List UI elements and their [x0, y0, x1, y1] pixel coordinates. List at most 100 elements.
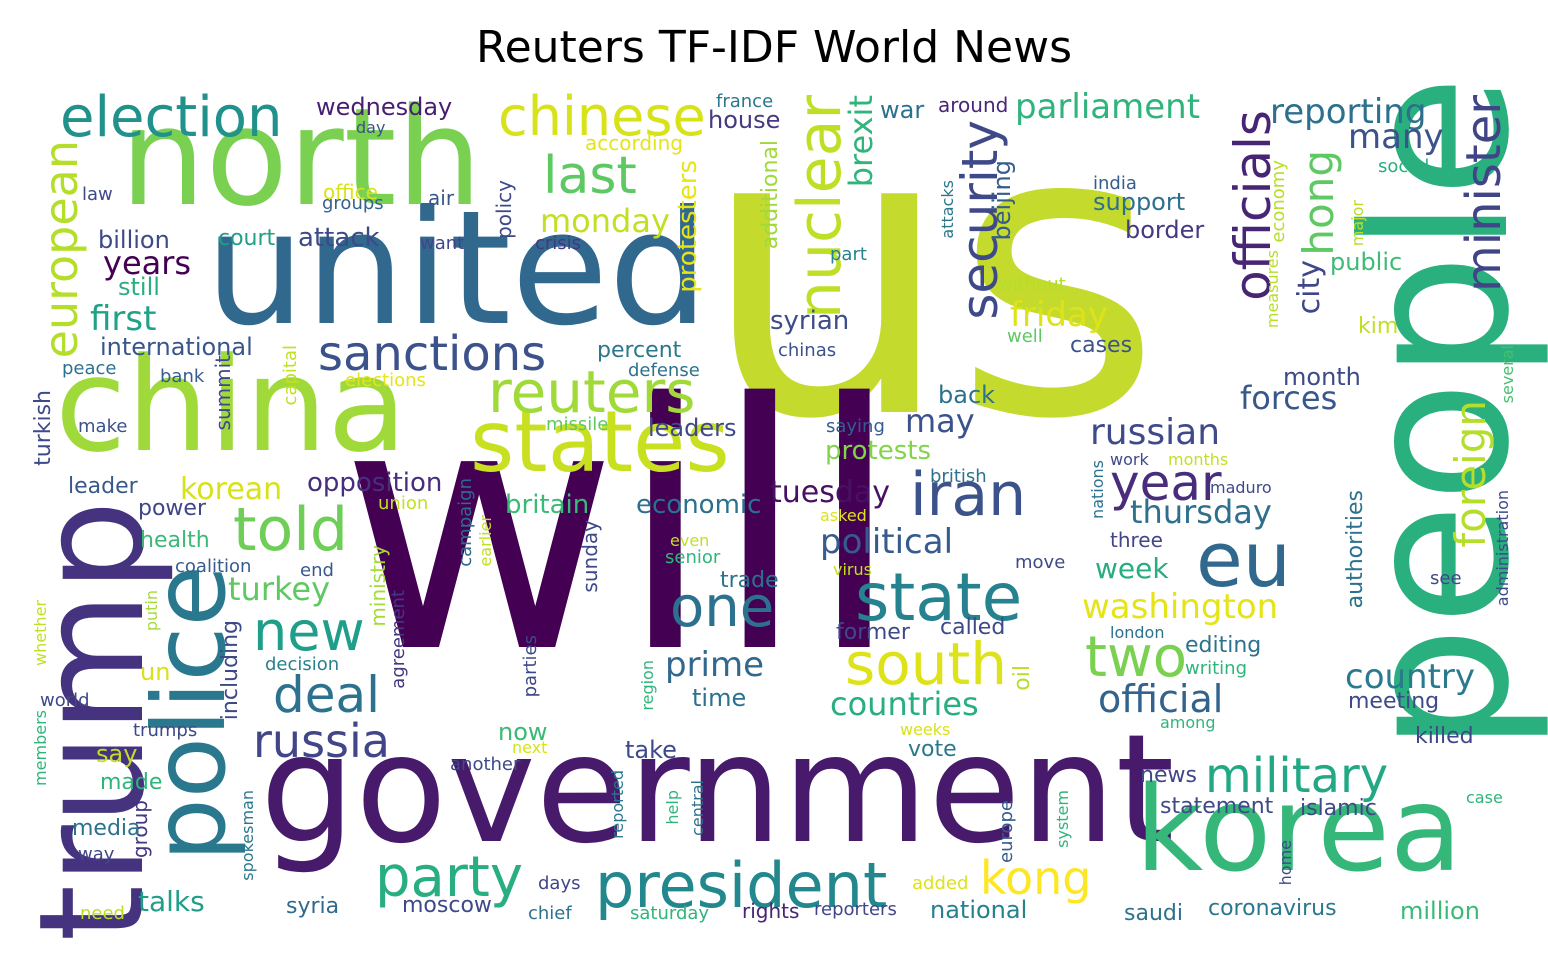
word-chinese: chinese [498, 85, 706, 148]
word-brexit: brexit [842, 95, 880, 188]
word-bank: bank [160, 366, 205, 387]
word-maduro: maduro [1210, 478, 1272, 497]
word-years: years [103, 244, 192, 282]
word-saying: saying [826, 416, 885, 437]
word-washington: washington [1082, 587, 1279, 627]
word-called: called [940, 615, 1006, 640]
word-according: according [585, 131, 683, 155]
word-say: say [96, 740, 138, 768]
word-government: government [260, 703, 1175, 877]
word-united: united [205, 177, 709, 361]
word-day: day [356, 118, 386, 137]
word-states: states [470, 393, 730, 492]
word-editing: editing [1185, 633, 1262, 658]
word-among: among [1160, 713, 1216, 732]
word-two: two [1085, 625, 1188, 690]
word-war: war [880, 96, 925, 124]
word-economic: economic [636, 490, 762, 520]
word-statement: statement [1160, 794, 1274, 819]
word-europe: europe [996, 800, 1017, 863]
word-protesters: protesters [673, 160, 703, 293]
word-air: air [428, 186, 455, 210]
word-media: media [72, 816, 141, 841]
word-work: work [1110, 450, 1149, 469]
word-added: added [912, 873, 969, 894]
word-house: house [708, 106, 781, 134]
word-state: state [855, 559, 1023, 636]
word-asked: asked [820, 506, 867, 525]
word-week: week [1095, 552, 1169, 585]
word-reported: reported [608, 770, 627, 839]
word-support: support [1093, 188, 1186, 216]
word-time: time [692, 684, 747, 712]
word-countries: countries [830, 685, 979, 723]
word-iran: iran [910, 460, 1027, 530]
word-measures: measures [1263, 250, 1282, 329]
word-turkey: turkey [228, 570, 330, 608]
word-election: election [60, 85, 283, 150]
page-title: Reuters TF-IDF World News [475, 22, 1073, 73]
word-sanctions: sanctions [318, 326, 547, 382]
word-british: british [930, 466, 987, 487]
word-parties: parties [520, 635, 541, 698]
word-britain: britain [505, 490, 590, 520]
word-economy: economy [1268, 160, 1289, 243]
word-china: china [55, 329, 408, 481]
word-kim: kim [1358, 314, 1399, 339]
word-chinas: chinas [778, 340, 837, 361]
word-un: un [140, 658, 171, 686]
word-opposition: opposition [307, 468, 443, 498]
word-country: country [1345, 657, 1476, 697]
word-one: one [670, 575, 775, 640]
word-london: london [1110, 623, 1165, 642]
word-make: make [78, 416, 128, 437]
word-new: new [253, 600, 365, 663]
word-million: million [1400, 897, 1480, 925]
word-decision: decision [265, 654, 340, 675]
word-part: part [830, 244, 867, 265]
word-move: move [1015, 552, 1066, 573]
word-foreign: foreign [1446, 400, 1495, 548]
word-several: several [1498, 345, 1517, 404]
word-syria: syria [286, 894, 340, 919]
word-oil: oil [1010, 665, 1035, 691]
word-ministry: ministry [366, 545, 390, 627]
word-see: see [1430, 568, 1462, 589]
word-leader: leader [68, 474, 138, 499]
word-border: border [1125, 216, 1205, 244]
word-earlier: earlier [476, 515, 495, 567]
word-deal: deal [273, 666, 381, 724]
word-political: political [820, 522, 954, 562]
word-moscow: moscow [402, 893, 492, 918]
word-end: end [300, 560, 334, 581]
word-month: month [1283, 363, 1361, 391]
word-beijing: beijing [988, 160, 1016, 241]
word-will: will [340, 332, 902, 728]
word-first: first [90, 299, 157, 339]
word-months: months [1168, 450, 1229, 469]
word-case: case [1466, 788, 1503, 807]
word-crisis: crisis [535, 233, 582, 254]
word-told: told [233, 495, 348, 565]
word-national: national [930, 896, 1028, 924]
word-reporting: reporting [1270, 92, 1427, 132]
word-last: last [543, 146, 637, 206]
word-another: another [450, 754, 521, 775]
word-need: need [80, 903, 125, 924]
word-capital: capital [280, 345, 301, 406]
word-even: even [670, 531, 710, 550]
word-us: us [700, 42, 1162, 507]
word-president: president [595, 849, 888, 922]
word-reuters: reuters [488, 358, 696, 426]
word-virus: virus [833, 560, 872, 579]
word-official: official [1098, 677, 1224, 721]
word-social: social [1378, 156, 1430, 177]
word-missile: missile [546, 414, 609, 435]
word-major: major [1348, 200, 1367, 247]
word-chief: chief [528, 903, 572, 924]
word-tuesday: tuesday [770, 475, 891, 510]
word-region: region [638, 660, 657, 711]
word-weeks: weeks [900, 720, 951, 739]
word-home: home [1276, 840, 1295, 886]
word-putin: putin [142, 590, 161, 632]
